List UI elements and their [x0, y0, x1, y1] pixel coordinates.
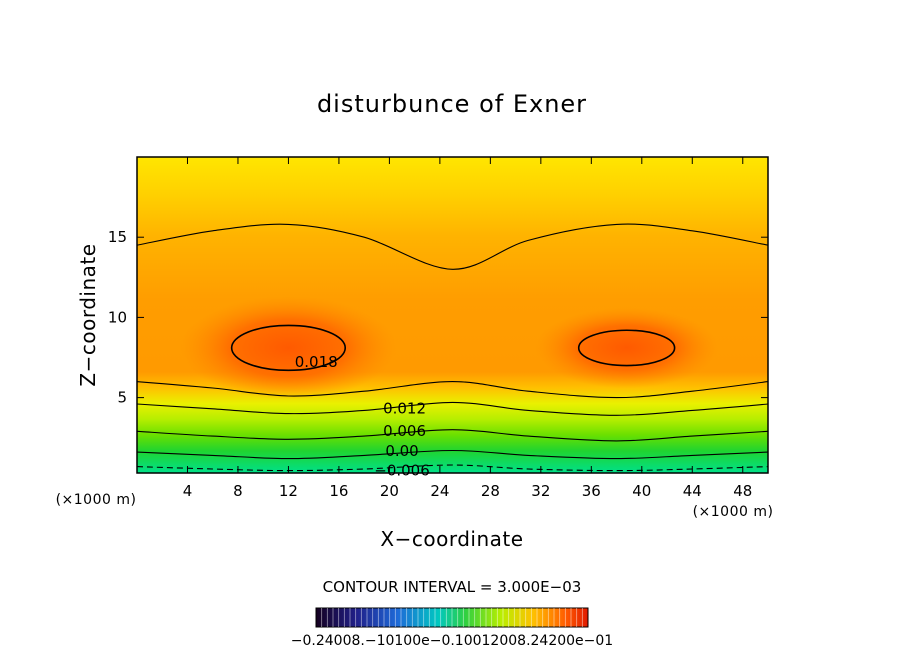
x-tick-label-1: 8	[233, 482, 243, 500]
contour-label-3: 0.00	[385, 442, 418, 460]
y-tick-label-0: 5	[117, 389, 127, 407]
core-fill-0	[180, 296, 397, 400]
x-tick-label-2: 12	[279, 482, 298, 500]
contour-interval-label: CONTOUR INTERVAL = 3.000E−03	[323, 578, 582, 596]
closed-contour-0	[230, 324, 347, 372]
y-axis-label: Z−coordinate	[76, 243, 100, 386]
x-tick-label-6: 28	[481, 482, 500, 500]
x-tick-label-4: 20	[380, 482, 399, 500]
isoline-1	[137, 381, 768, 399]
isoline-2	[137, 401, 768, 416]
plot-frame	[136, 156, 769, 474]
x-units-left: (×1000 m)	[56, 492, 137, 508]
isoline-0	[137, 223, 768, 270]
core-fill-1	[535, 307, 718, 389]
y-tick-label-1: 10	[108, 308, 127, 326]
x-tick-label-11: 48	[733, 482, 752, 500]
y-tick-label-2: 15	[108, 228, 127, 246]
x-axis-label: X−coordinate	[380, 527, 523, 551]
chart-title: disturbunce of Exner	[317, 90, 587, 118]
x-tick-label-9: 40	[632, 482, 651, 500]
closed-contour-1	[577, 329, 676, 367]
contour-label-1: 0.012	[383, 400, 426, 418]
x-tick-label-7: 32	[531, 482, 550, 500]
x-tick-label-3: 16	[329, 482, 348, 500]
x-units-right: (×1000 m)	[693, 504, 774, 520]
isoline-4	[137, 449, 768, 460]
x-tick-label-8: 36	[582, 482, 601, 500]
x-tick-label-0: 4	[183, 482, 193, 500]
x-tick-label-10: 44	[683, 482, 702, 500]
x-tick-label-5: 24	[430, 482, 449, 500]
colorbar-labels: −0.24008.−10100e−0.10012008.24200e−01	[291, 633, 613, 649]
contour-label-0: 0.018	[295, 353, 338, 371]
isoline-3	[137, 429, 768, 442]
contour-label-4: −0.006	[374, 461, 430, 479]
contour-label-2: 0.006	[383, 422, 426, 440]
colorbar: −0.24008.−10100e−0.10012008.24200e−01	[291, 607, 613, 649]
